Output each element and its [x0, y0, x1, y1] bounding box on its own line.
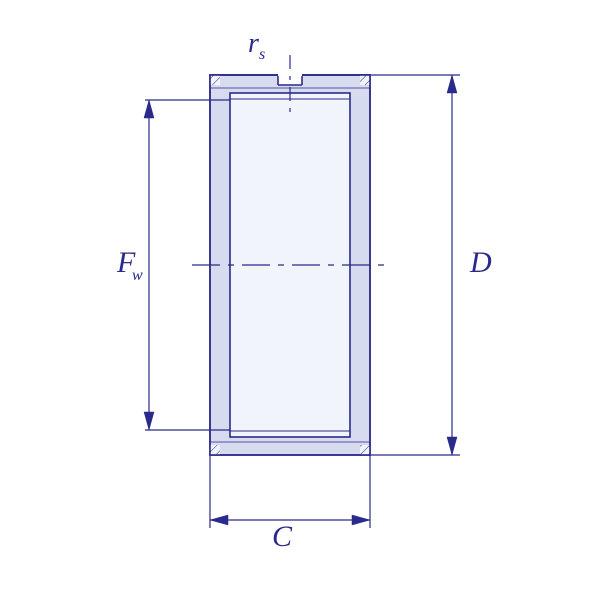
dim-label-c: C: [272, 520, 293, 553]
dim-label-rs-sub: s: [259, 46, 265, 63]
dim-label-rs: r: [248, 28, 259, 59]
dim-label-fw-sub: w: [132, 267, 143, 284]
dim-label-d: D: [469, 246, 492, 279]
